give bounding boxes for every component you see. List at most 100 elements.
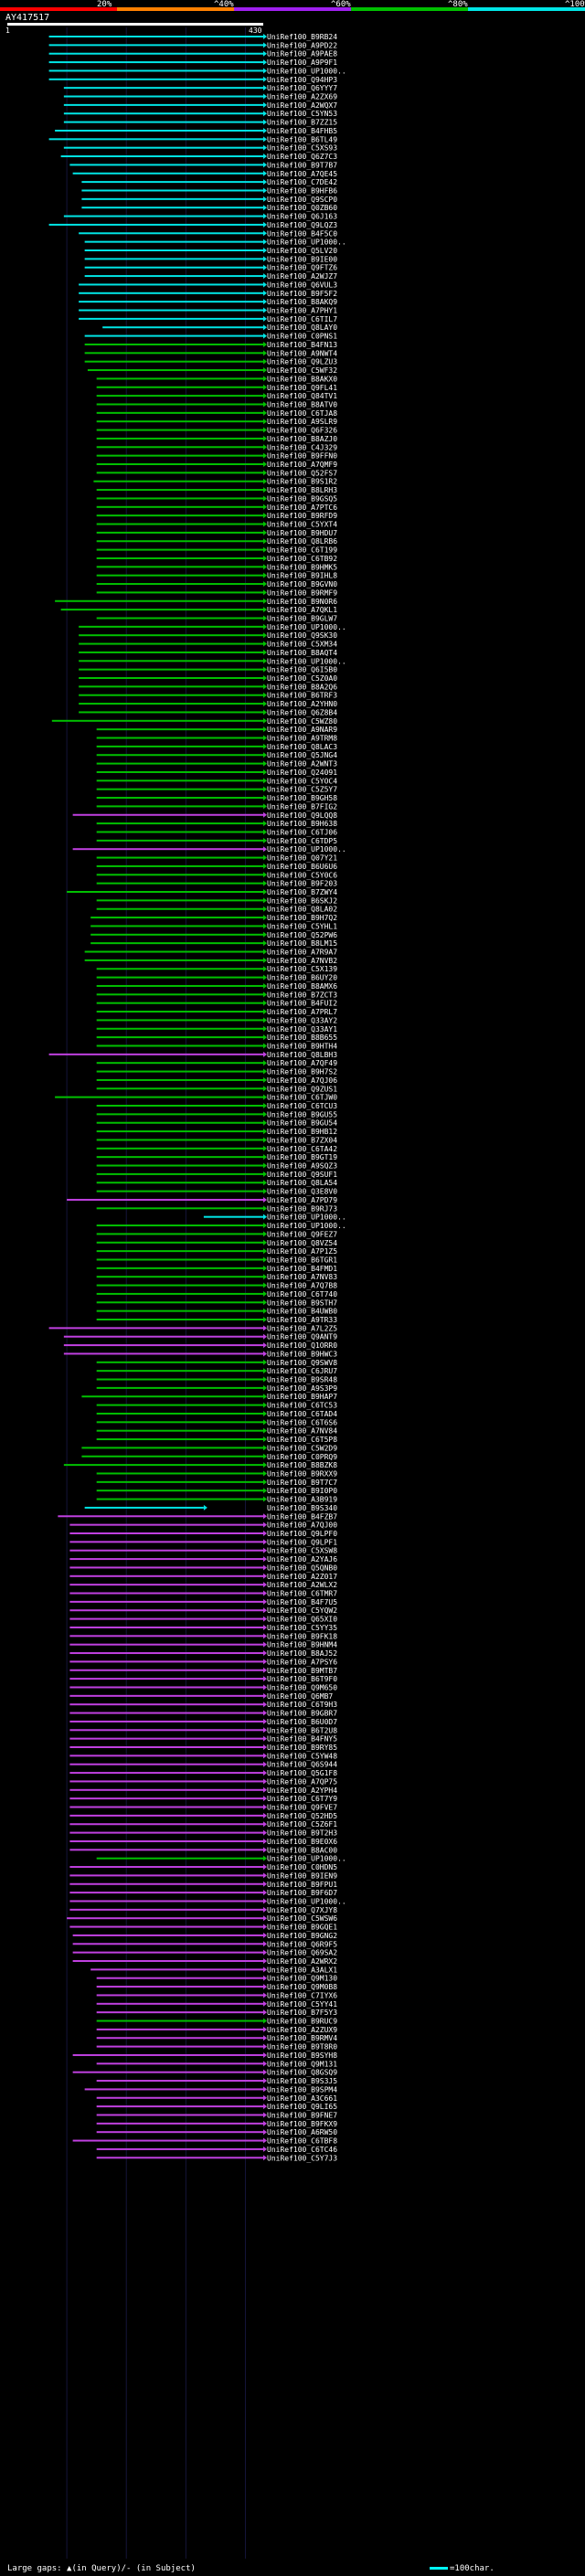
hit-arrow: [263, 162, 267, 168]
hit-bar: [96, 2019, 264, 2022]
hit-arrow: [263, 581, 267, 588]
hit-arrow: [263, 1838, 267, 1844]
hit-bar: [96, 566, 264, 568]
hit-arrow: [263, 1744, 267, 1750]
hit-arrow: [263, 1531, 267, 1536]
hit-label: UniRef100_A9SLR9: [267, 418, 337, 426]
hit-label: UniRef100_C6TMR7: [267, 1590, 337, 1598]
hit-label: UniRef100_B9GLW7: [267, 614, 337, 622]
hit-label: UniRef100_B8LM15: [267, 939, 337, 948]
hit-arrow: [263, 42, 267, 48]
hit-label: UniRef100_B9E0X6: [267, 1838, 337, 1846]
hit-label: UniRef100_A9PD22: [267, 41, 337, 49]
hit-arrow: [263, 1265, 267, 1271]
hit-arrow: [263, 1076, 267, 1083]
scale-swatch: [430, 2567, 448, 2570]
hit-label: UniRef100_C5WZ80: [267, 717, 337, 726]
hit-arrow: [263, 427, 267, 433]
hit-label: UniRef100_B9GU54: [267, 1119, 337, 1128]
hit-label: UniRef100_C5WSW6: [267, 1914, 337, 1923]
hit-arrow: [263, 555, 267, 561]
hit-bar: [69, 1823, 263, 1826]
hit-bar: [69, 1703, 263, 1706]
hit-arrow: [263, 1547, 267, 1553]
hit-label: UniRef100_C5YY41: [267, 2000, 337, 2009]
hit-label: UniRef100_A7QF49: [267, 1059, 337, 1067]
hit-bar: [96, 420, 264, 423]
hit-bar: [96, 1301, 264, 1304]
hit-arrow: [263, 2026, 267, 2032]
hit-label: UniRef100_B7F5Y3: [267, 2009, 337, 2017]
hit-label: UniRef100_B9SPM4: [267, 2085, 337, 2094]
hit-arrow: [263, 111, 267, 117]
hit-bar: [96, 1044, 264, 1047]
hit-arrow: [263, 1881, 267, 1887]
hit-label: UniRef100_A7QE45: [267, 170, 337, 178]
hit-label: UniRef100_Q52FS7: [267, 469, 337, 477]
hit-arrow: [263, 1025, 267, 1032]
hit-arrow: [263, 1248, 267, 1255]
hit-arrow: [263, 521, 267, 527]
hit-arrow: [263, 692, 267, 698]
hit-bar: [48, 1053, 264, 1055]
hit-arrow: [263, 358, 267, 365]
hit-label: UniRef100_Q6VUL3: [267, 281, 337, 289]
hit-label: UniRef100_B9GT19: [267, 1153, 337, 1161]
hit-bar: [48, 223, 264, 226]
hit-label: UniRef100_A7PTC6: [267, 504, 337, 512]
hit-bar: [69, 1686, 263, 1689]
hit-bar: [48, 36, 264, 37]
hit-arrow: [263, 1753, 267, 1759]
hit-label: UniRef100_C6TIL7: [267, 315, 337, 323]
hit-bar: [96, 523, 264, 525]
hit-label: UniRef100_B9F203: [267, 880, 337, 888]
hit-label: UniRef100_Q9FEZ7: [267, 1230, 337, 1238]
hit-label: UniRef100_C5XM34: [267, 641, 337, 649]
hit-bar: [203, 1215, 263, 1218]
hit-label: UniRef100_C6T9H3: [267, 1701, 337, 1709]
hit-bar: [63, 1344, 263, 1347]
hit-bar: [96, 2002, 264, 2005]
hit-arrow: [263, 1932, 267, 1938]
hit-bar: [96, 2062, 264, 2065]
hit-arrow: [263, 2009, 267, 2016]
hit-label: UniRef100_B9HNM4: [267, 1641, 337, 1649]
hit-arrow: [263, 127, 267, 133]
hit-bar: [69, 1746, 263, 1748]
hit-bar: [55, 129, 264, 132]
hit-arrow: [263, 1196, 267, 1203]
hit-label: UniRef100_B9HDU7: [267, 529, 337, 537]
hit-arrow: [263, 221, 267, 228]
hit-bar: [96, 1267, 264, 1269]
identity-band-4: [351, 7, 468, 11]
hit-arrow: [263, 478, 267, 484]
percent-tick-label: 20%: [97, 0, 112, 9]
hit-arrow: [263, 2094, 267, 2101]
hit-bar: [96, 856, 264, 859]
hit-label: UniRef100_B7ZCT3: [267, 991, 337, 999]
hit-bar: [69, 1780, 263, 1783]
hit-bar: [96, 463, 264, 465]
hit-arrow: [263, 872, 267, 878]
hit-bar: [96, 1386, 264, 1389]
hit-bar: [69, 1541, 263, 1543]
query-end-label: 430: [249, 27, 262, 35]
hit-arrow: [263, 2146, 267, 2152]
hit-bar: [72, 2053, 264, 2056]
hit-bar: [96, 505, 264, 508]
hit-bar: [84, 360, 264, 363]
hit-bar: [48, 1327, 264, 1330]
hit-arrow: [263, 1924, 267, 1930]
hit-bar: [79, 660, 264, 663]
hit-bar: [63, 1335, 263, 1338]
hit-bar: [84, 258, 264, 260]
hit-label: UniRef100_Q3E8V0: [267, 1188, 337, 1196]
hit-bar: [63, 121, 263, 123]
hit-bar: [96, 386, 264, 388]
hit-bar: [96, 1121, 264, 1124]
hit-arrow: [263, 632, 267, 639]
hit-arrow: [263, 743, 267, 749]
hit-label: UniRef100_A7NVB2: [267, 957, 337, 965]
hit-arrow: [263, 589, 267, 596]
hit-bar: [79, 625, 264, 628]
